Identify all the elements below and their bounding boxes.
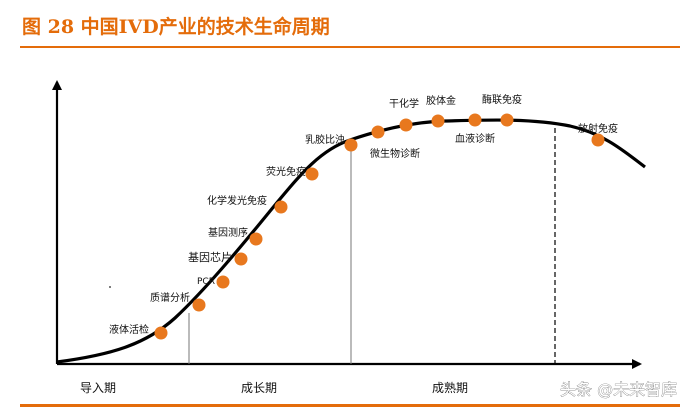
figure-title: 图 28 中国IVD产业的技术生命周期	[22, 15, 330, 38]
dot-fluorescence	[305, 167, 319, 181]
watermark: 头条 @未来智库	[560, 380, 677, 399]
dot-elisa	[500, 113, 514, 127]
bottom-divider	[20, 404, 680, 407]
label-dry-chemistry: 干化学	[389, 97, 419, 110]
dot-gene-sequencing	[249, 232, 263, 246]
label-chemiluminescence: 化学发光免疫	[207, 194, 267, 207]
label-liquid-biopsy: 液体活检	[109, 323, 149, 336]
technology-markers	[154, 113, 605, 340]
label-radioimmunoassay: 放射免疫	[578, 122, 618, 135]
phase-introduction: 导入期	[80, 381, 116, 395]
lifecycle-curve	[56, 118, 646, 364]
stray-dot	[109, 286, 111, 288]
dot-chemiluminescence	[274, 200, 288, 214]
dot-radioimmunoassay	[591, 133, 605, 147]
phase-labels: 导入期 成长期 成熟期	[80, 380, 468, 395]
label-latex-turbidimetry: 乳胶比浊	[305, 133, 345, 146]
dot-latex-turbidimetry	[344, 138, 358, 152]
dot-pcr	[216, 275, 230, 289]
dot-blood-diagnosis	[468, 113, 482, 127]
label-gene-sequencing: 基因测序	[208, 226, 248, 239]
label-pcr: PCR	[197, 277, 215, 287]
dot-microbiology	[371, 125, 385, 139]
label-blood-diagnosis: 血液诊断	[455, 132, 495, 145]
title-divider	[20, 46, 680, 48]
phase-growth: 成长期	[241, 381, 277, 395]
label-gene-chip: 基因芯片	[188, 250, 232, 264]
label-microbiology: 微生物诊断	[370, 147, 420, 160]
phase-maturity: 成熟期	[432, 380, 468, 395]
dot-gene-chip	[234, 252, 248, 266]
label-fluorescence: 荧光免疫	[266, 165, 306, 178]
dot-dry-chemistry	[399, 118, 413, 132]
dot-mass-spec	[192, 298, 206, 312]
dot-liquid-biopsy	[154, 326, 168, 340]
label-colloidal-gold: 胶体金	[426, 94, 456, 107]
technology-labels: 液体活检 质谱分析 PCR 基因芯片 基因测序 化学发光免疫 荧光免疫 乳胶比浊…	[109, 93, 618, 336]
label-mass-spec: 质谱分析	[150, 291, 190, 304]
label-elisa: 酶联免疫	[482, 93, 522, 106]
dot-colloidal-gold	[431, 114, 445, 128]
